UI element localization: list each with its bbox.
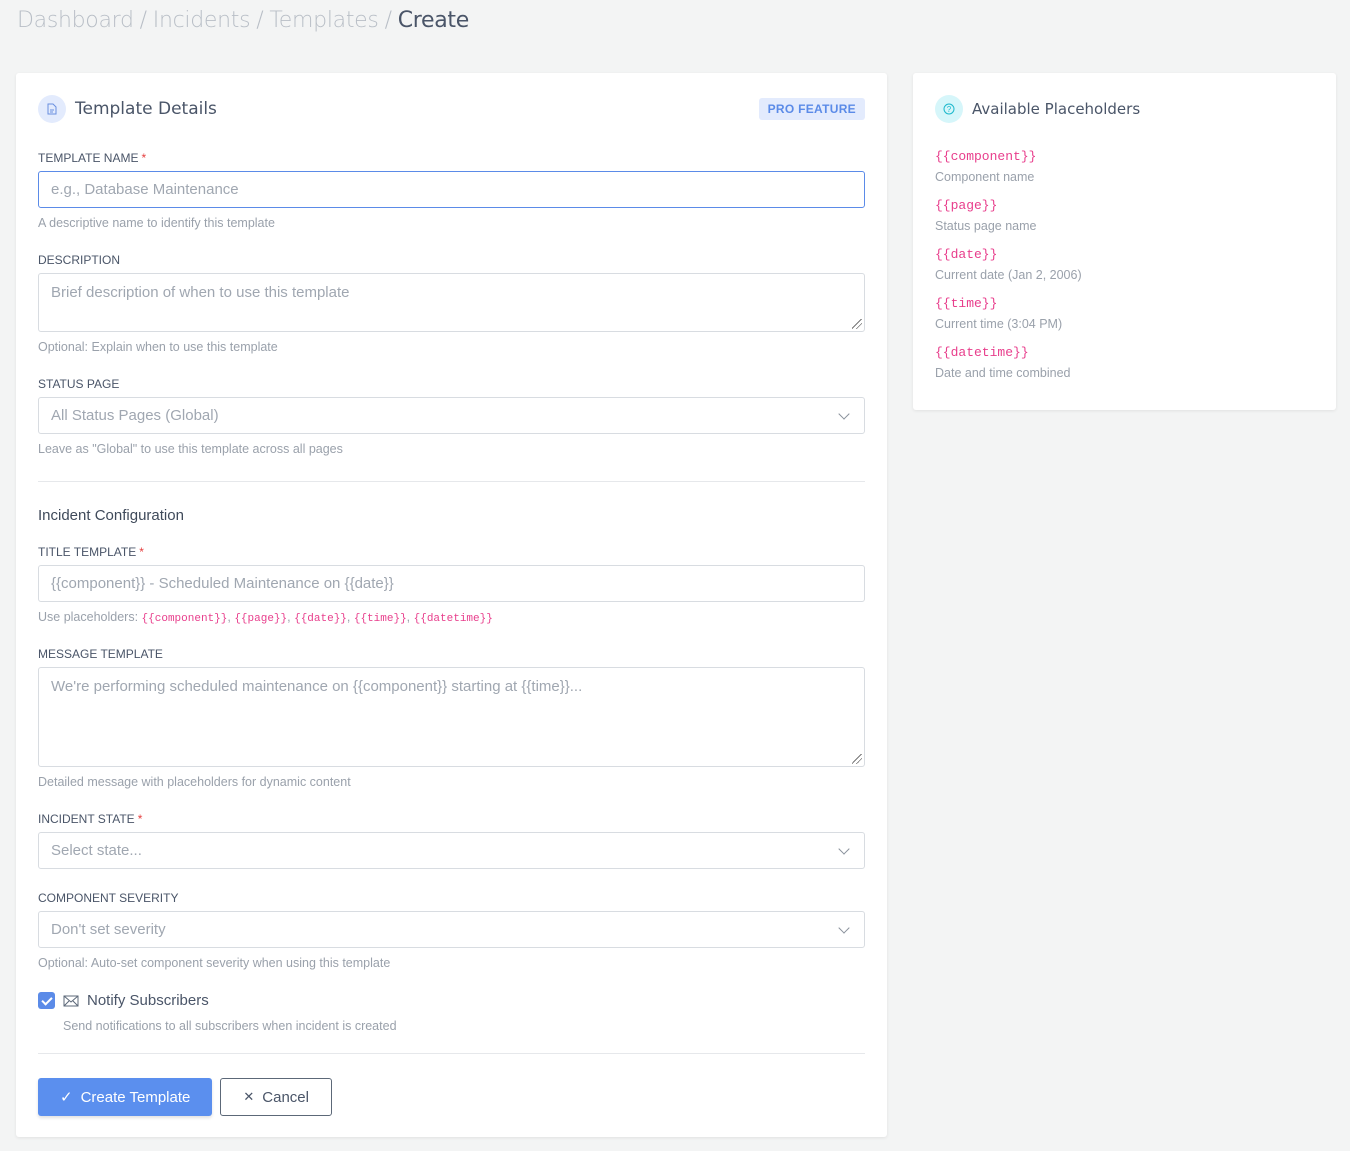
envelope-icon (63, 995, 79, 1006)
placeholder-list: {{component}} Component name {{page}} Stat… (935, 149, 1314, 380)
template-name-help: A descriptive name to identify this temp… (38, 216, 275, 230)
breadcrumb-incidents[interactable]: Incidents (152, 8, 251, 33)
severity-label: COMPONENT SEVERITY (38, 891, 179, 905)
card-title: Available Placeholders (972, 100, 1141, 118)
breadcrumb-dashboard[interactable]: Dashboard (17, 8, 134, 33)
template-name-input[interactable]: e.g., Database Maintenance (38, 171, 865, 208)
template-details-card: Template Details PRO FEATURE TEMPLATE NA… (16, 73, 887, 1137)
document-icon (38, 95, 66, 123)
severity-help: Optional: Auto-set component severity wh… (38, 956, 391, 970)
placeholders-card: ? Available Placeholders {{component}} Co… (913, 73, 1336, 410)
create-template-button[interactable]: ✓ Create Template (38, 1078, 213, 1116)
divider (38, 1053, 865, 1054)
title-template-help: Use placeholders: {{component}}, {{page}… (38, 610, 493, 625)
chevron-down-icon (838, 843, 850, 855)
placeholder-item: {{component}} Component name (935, 149, 1037, 184)
breadcrumb-templates[interactable]: Templates (269, 8, 379, 33)
incident-state-select[interactable]: Select state... (38, 832, 865, 869)
question-icon: ? (935, 95, 963, 123)
card-title: Template Details (75, 99, 217, 119)
message-template-label: MESSAGE TEMPLATE (38, 647, 163, 661)
status-page-help: Leave as "Global" to use this template a… (38, 442, 343, 456)
placeholder: We're performing scheduled maintenance o… (51, 678, 583, 695)
close-icon: ✕ (243, 1089, 255, 1104)
title-template-label: TITLE TEMPLATE (38, 545, 137, 559)
template-name-label: TEMPLATE NAME (38, 151, 139, 165)
breadcrumb: Dashboard / Incidents / Templates / Create (17, 8, 469, 33)
notify-label: Notify Subscribers (87, 992, 209, 1009)
notify-help: Send notifications to all subscribers wh… (63, 1019, 397, 1033)
status-page-label: STATUS PAGE (38, 377, 120, 391)
resize-handle[interactable] (852, 754, 862, 764)
placeholder-item: {{page}} Status page name (935, 198, 1037, 233)
selected-value: Don't set severity (51, 921, 166, 938)
placeholder: {{component}} - Scheduled Maintenance on… (51, 575, 394, 592)
title-template-input[interactable]: {{component}} - Scheduled Maintenance on… (38, 565, 865, 602)
severity-select[interactable]: Don't set severity (38, 911, 865, 948)
notify-subscribers-checkbox[interactable]: Notify Subscribers (38, 992, 865, 1009)
chevron-down-icon (838, 922, 850, 934)
cancel-button[interactable]: ✕ Cancel (220, 1078, 332, 1116)
selected-value: Select state... (51, 842, 142, 859)
placeholder-item: {{datetime}} Date and time combined (935, 345, 1071, 380)
check-icon: ✓ (60, 1089, 73, 1106)
description-label: DESCRIPTION (38, 253, 121, 267)
message-template-help: Detailed message with placeholders for d… (38, 775, 351, 789)
placeholder-item: {{date}} Current date (Jan 2, 2006) (935, 247, 1082, 282)
divider (38, 481, 865, 482)
description-help: Optional: Explain when to use this templ… (38, 340, 278, 354)
placeholder: Brief description of when to use this te… (51, 284, 350, 301)
selected-value: All Status Pages (Global) (51, 407, 219, 424)
description-textarea[interactable]: Brief description of when to use this te… (38, 273, 865, 332)
incident-state-label: INCIDENT STATE (38, 812, 135, 826)
placeholder: e.g., Database Maintenance (51, 181, 239, 198)
status-page-select[interactable]: All Status Pages (Global) (38, 397, 865, 434)
pro-feature-badge: PRO FEATURE (758, 98, 865, 120)
chevron-down-icon (838, 408, 850, 420)
breadcrumb-current: Create (397, 8, 470, 33)
checkbox-checked[interactable] (38, 992, 55, 1009)
placeholder-item: {{time}} Current time (3:04 PM) (935, 296, 1063, 331)
resize-handle[interactable] (852, 319, 862, 329)
svg-text:?: ? (947, 105, 952, 114)
message-template-textarea[interactable]: We're performing scheduled maintenance o… (38, 667, 865, 767)
section-title: Incident Configuration (38, 507, 184, 524)
